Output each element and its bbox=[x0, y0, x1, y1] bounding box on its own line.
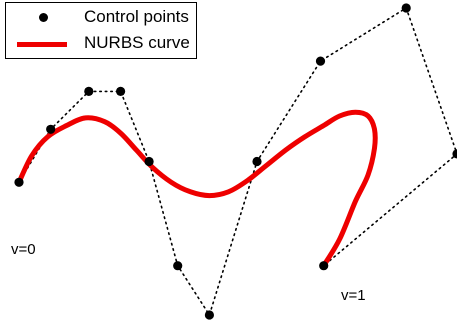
control-point-7 bbox=[204, 310, 214, 320]
control-point-3 bbox=[84, 86, 94, 96]
legend-label-nurbs-curve: NURBS curve bbox=[84, 33, 190, 52]
legend-dot-marker bbox=[39, 13, 48, 22]
control-polygon-line bbox=[18, 6, 457, 317]
control-point-6 bbox=[173, 261, 183, 271]
control-point-4 bbox=[116, 86, 126, 96]
control-point-11 bbox=[452, 149, 457, 159]
control-point-8 bbox=[252, 156, 262, 167]
control-point-9 bbox=[315, 56, 326, 66]
legend-entry-nurbs-curve: NURBS curve bbox=[6, 32, 196, 56]
control-point-2 bbox=[46, 124, 56, 134]
end-parameter-label: v=1 bbox=[341, 287, 366, 304]
legend: Control points NURBS curve bbox=[5, 2, 197, 59]
nurbs-curve-line bbox=[16, 109, 378, 269]
control-point-10 bbox=[401, 3, 411, 13]
control-point-12 bbox=[319, 261, 329, 271]
start-parameter-label: v=0 bbox=[11, 241, 36, 258]
legend-line-marker bbox=[17, 42, 67, 47]
legend-label-control-points: Control points bbox=[84, 7, 189, 26]
control-point-5 bbox=[144, 156, 154, 167]
control-point-1 bbox=[14, 177, 24, 187]
legend-entry-control-points: Control points bbox=[6, 6, 196, 30]
control-points-group bbox=[14, 3, 457, 320]
